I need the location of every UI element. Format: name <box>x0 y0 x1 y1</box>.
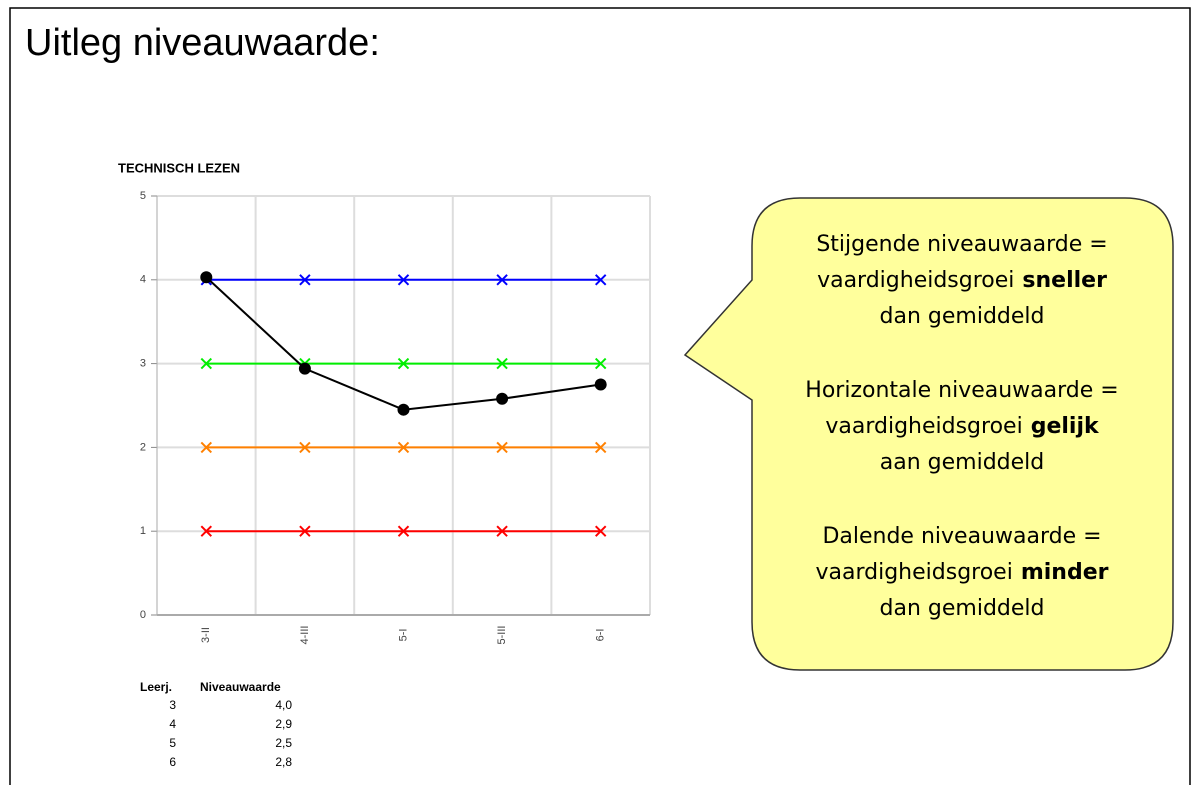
callout-text: Horizontale niveauwaarde = <box>805 378 1118 403</box>
plot: 0 1 2 3 4 5 3-II 4-III 5-I 5-III 6-I <box>140 190 651 645</box>
table-header: Niveauwaarde <box>200 680 281 694</box>
point <box>397 525 410 537</box>
callout-emphasis: gelijk <box>1031 414 1100 439</box>
x-tick-label: 4-III <box>299 626 311 645</box>
point <box>299 525 311 537</box>
series-line <box>205 276 601 411</box>
chart-title: TECHNISCH LEZEN <box>118 160 240 175</box>
y-tick-label: 4 <box>140 274 146 286</box>
point <box>397 441 410 454</box>
table-cell: 3 <box>169 698 176 712</box>
point <box>496 441 508 454</box>
point <box>594 274 607 286</box>
point <box>298 362 311 375</box>
x-tick-label: 6-I <box>595 629 607 642</box>
callout-text: vaardigheidsgroei <box>817 268 1014 293</box>
callout-text: aan gemiddeld <box>880 450 1044 475</box>
point <box>397 274 410 286</box>
table-cell: 4 <box>169 717 176 731</box>
callout-text: Stijgende niveauwaarde = <box>816 232 1107 257</box>
callout-text: dan gemiddeld <box>880 304 1045 329</box>
point <box>496 274 508 286</box>
y-tick-label: 0 <box>140 609 146 621</box>
table-cell: 4,0 <box>275 698 292 712</box>
data-table: Leerj. Niveauwaarde 3 4,0 4 2,9 5 2,5 6 2,8 <box>140 680 292 769</box>
point <box>200 357 213 370</box>
point <box>496 392 509 405</box>
table-cell: 2,5 <box>275 736 292 750</box>
y-tick-label: 3 <box>140 358 146 370</box>
point <box>594 441 607 454</box>
point <box>496 525 508 537</box>
table-header: Leerj. <box>140 680 172 694</box>
point <box>594 357 607 370</box>
point <box>496 357 508 370</box>
callout-text: vaardigheidsgroei gelijk <box>825 414 1100 439</box>
point <box>299 274 311 286</box>
callout-text: dan gemiddeld <box>880 596 1045 621</box>
callout-text: vaardigheidsgroei minder <box>816 560 1109 585</box>
callout-bubble <box>683 197 1174 671</box>
table-cell: 6 <box>169 755 176 769</box>
callout-emphasis: sneller <box>1022 268 1107 293</box>
callout-text: vaardigheidsgroei <box>825 414 1022 439</box>
y-tick-label: 2 <box>140 441 146 453</box>
point <box>397 357 410 370</box>
x-tick-label: 5-I <box>397 629 409 642</box>
y-tick-label: 1 <box>140 525 146 537</box>
callout-text: vaardigheidsgroei <box>816 560 1013 585</box>
point <box>200 525 213 537</box>
table-cell: 5 <box>169 736 176 750</box>
frame <box>9 7 1191 785</box>
callout-text: Dalende niveauwaarde = <box>822 524 1101 549</box>
point <box>594 378 607 391</box>
point <box>299 441 311 454</box>
point <box>594 525 607 537</box>
table-cell: 2,9 <box>275 717 292 731</box>
point <box>200 441 213 454</box>
y-tick-label: 5 <box>140 190 146 202</box>
point <box>397 403 410 416</box>
x-tick-label: 5-III <box>496 626 508 645</box>
x-tick-label: 3-II <box>200 627 212 643</box>
callout: Stijgende niveauwaarde = vaardigheidsgroe… <box>683 197 1174 671</box>
callout-text: vaardigheidsgroei sneller <box>817 268 1107 293</box>
point <box>200 271 213 284</box>
page-title: Uitleg niveauwaarde: <box>25 22 380 64</box>
table-cell: 2,8 <box>275 755 292 769</box>
callout-emphasis: minder <box>1021 560 1109 585</box>
